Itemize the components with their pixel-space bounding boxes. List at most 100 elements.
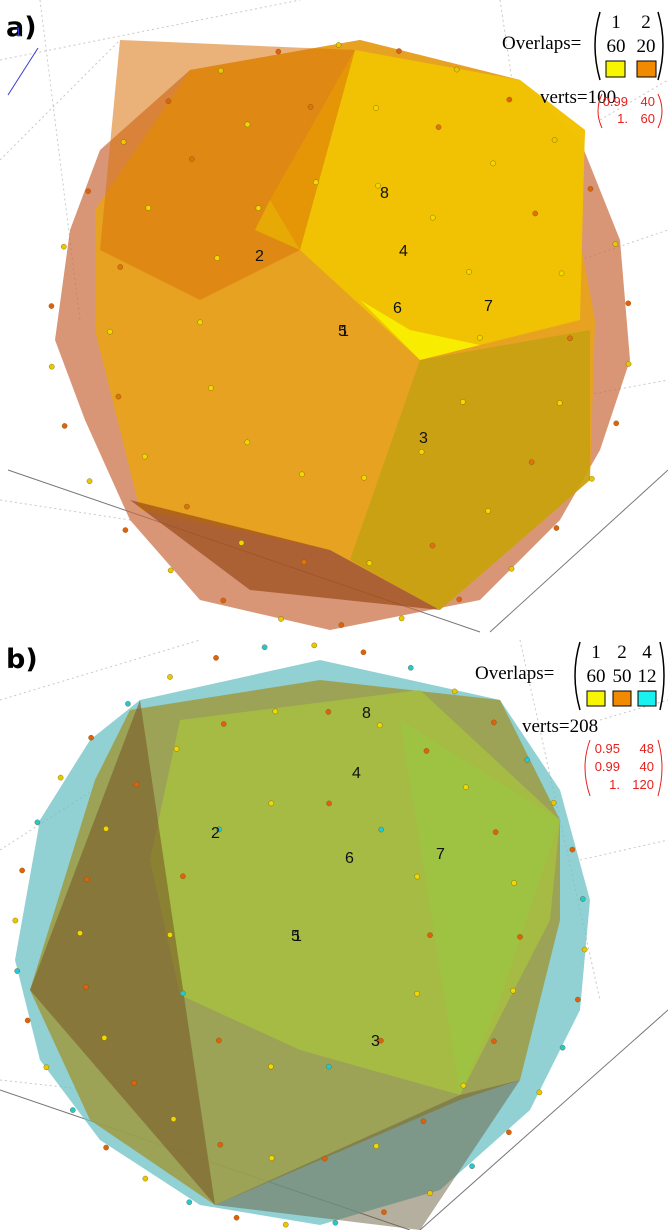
count: 60: [607, 36, 626, 57]
vertex-dot: [77, 931, 82, 936]
vertex-dot: [168, 568, 173, 573]
vertex-dot: [454, 67, 459, 72]
vertex-dot: [70, 1107, 75, 1112]
vertex-dot: [463, 785, 468, 790]
vertex-dot: [268, 1064, 273, 1069]
vertex-dot: [374, 1143, 379, 1148]
vertex-dot: [415, 874, 420, 879]
vertex-dot: [187, 1200, 192, 1205]
vertex-dot: [299, 472, 304, 477]
vertex-dot: [589, 476, 594, 481]
overlaps-label: Overlaps=: [502, 33, 581, 54]
vertex-dot: [491, 720, 496, 725]
vertex-dot: [121, 139, 126, 144]
vertex-dot: [493, 830, 498, 835]
count: 50: [613, 666, 632, 687]
vertex-dot: [326, 1064, 331, 1069]
color-swatch: [587, 691, 605, 706]
vertex-dot: [560, 1045, 565, 1050]
vertex-dot: [58, 775, 63, 780]
vertex-dot: [166, 99, 171, 104]
vertex-dot: [104, 1145, 109, 1150]
paren: [658, 94, 662, 128]
face-label: 4: [352, 765, 361, 782]
matrix-cell: 60: [641, 111, 655, 126]
vertex-dot: [142, 454, 147, 459]
panel-label: b): [6, 644, 38, 675]
vertex-dot: [61, 244, 66, 249]
overlaps-label: Overlaps=: [475, 663, 554, 684]
vertex-dot: [215, 255, 220, 260]
face-label: 8: [362, 705, 371, 722]
vertex-dot: [44, 1065, 49, 1070]
vertex-dot: [509, 566, 514, 571]
vertex-dot: [86, 189, 91, 194]
vertex-dot: [554, 525, 559, 530]
vertex-dot: [424, 748, 429, 753]
vertex-dot: [221, 598, 226, 603]
column-header: 2: [617, 642, 627, 663]
column-header: 1: [591, 642, 601, 663]
vertex-dot: [614, 421, 619, 426]
vertex-dot: [507, 97, 512, 102]
vertex-dot: [245, 122, 250, 127]
vertex-dot: [143, 1176, 148, 1181]
axis-label: 1: [15, 25, 22, 39]
vertex-dot: [102, 1035, 107, 1040]
vertex-dot: [218, 1142, 223, 1147]
vertex-dot: [180, 874, 185, 879]
verts: verts=208: [522, 716, 598, 737]
vertex-dot: [427, 1190, 432, 1195]
vertex-dot: [430, 215, 435, 220]
vertex-dot: [301, 560, 306, 565]
paren: [585, 740, 590, 796]
color-swatch: [606, 61, 625, 77]
vertex-dot: [134, 782, 139, 787]
vertex-dot: [613, 241, 618, 246]
vertex-dot: [283, 1222, 288, 1227]
vertex-dot: [419, 449, 424, 454]
count: 20: [637, 36, 656, 57]
vertex-dot: [180, 991, 185, 996]
vertex-dot: [491, 161, 496, 166]
vertex-dot: [20, 868, 25, 873]
vertex-dot: [491, 1039, 496, 1044]
vertex-dot: [146, 205, 151, 210]
vertex-dot: [125, 701, 130, 706]
vertex-dot: [49, 303, 54, 308]
vertex-dot: [336, 42, 341, 47]
vertex-dot: [256, 205, 261, 210]
vertex-dot: [15, 968, 20, 973]
vertex-dot: [174, 746, 179, 751]
matrix-cell: 40: [641, 94, 655, 109]
matrix-cell: 0.99: [595, 759, 620, 774]
vertex-dot: [436, 125, 441, 130]
vertex-dot: [313, 180, 318, 185]
face-label: 1: [293, 928, 302, 945]
vertex-dot: [626, 361, 631, 366]
vertex-dot: [506, 1130, 511, 1135]
vertex-dot: [273, 709, 278, 714]
vertex-dot: [322, 1156, 327, 1161]
vertex-dot: [537, 1090, 542, 1095]
vertex-dot: [469, 1164, 474, 1169]
vertex-dot: [218, 68, 223, 73]
vertex-dot: [62, 423, 67, 428]
vertex-dot: [529, 460, 534, 465]
vertex-dot: [567, 336, 572, 341]
vertex-dot: [379, 827, 384, 832]
vertex-dot: [427, 933, 432, 938]
vertex-dot: [326, 709, 331, 714]
matrix-cell: 0.99: [603, 94, 628, 109]
color-swatch: [637, 61, 656, 77]
matrix-cell: 0.95: [595, 741, 620, 756]
face-label: 3: [419, 430, 428, 447]
color-swatch: [613, 691, 631, 706]
face-label: 7: [484, 298, 493, 315]
vertex-dot: [466, 269, 471, 274]
vertex-dot: [517, 934, 522, 939]
polyhedron-b: [15, 660, 590, 1230]
vertex-dot: [245, 440, 250, 445]
vertex-dot: [452, 689, 457, 694]
vertex-dot: [167, 674, 172, 679]
